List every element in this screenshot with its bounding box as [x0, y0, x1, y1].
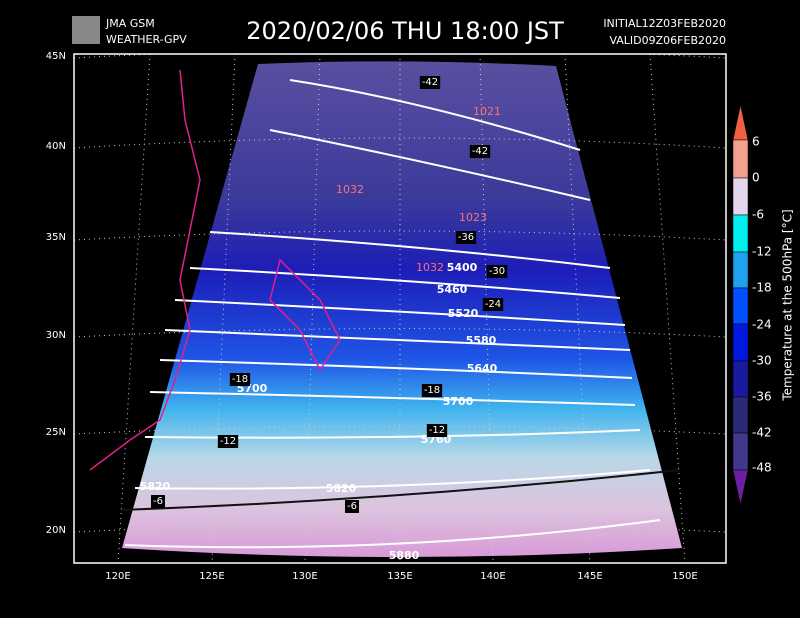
- lon-label: 125E: [199, 571, 224, 582]
- lon-label: 130E: [292, 571, 317, 582]
- temp-label-box: [455, 231, 477, 244]
- logo-line: JMA GSM: [105, 17, 155, 30]
- logo-line: WEATHER-GPV: [106, 33, 187, 46]
- map-frame: [73, 53, 727, 564]
- height-label: 5640: [467, 362, 498, 375]
- height-label: 5460: [437, 283, 468, 296]
- temp-label: -18: [232, 374, 248, 385]
- temp-label: -24: [485, 299, 501, 310]
- pressure-label: 1032: [336, 183, 364, 196]
- temp-label-box: [469, 145, 491, 158]
- title: 2020/02/06 THU 18:00 JST: [246, 17, 564, 45]
- temp-label-box: [421, 384, 443, 397]
- height-label: 5820: [140, 480, 171, 493]
- lat-label: 40N: [46, 141, 66, 152]
- colorbar-title: Temperature at the 500hPa [°C]: [781, 209, 795, 401]
- colorbar-tick: -6: [752, 208, 764, 222]
- height-label: 5700: [443, 395, 474, 408]
- colorbar-tick: -18: [752, 281, 772, 295]
- colorbar-tick: -36: [752, 390, 772, 404]
- colorbar-tick: -12: [752, 245, 772, 259]
- temp-label-box: [426, 424, 448, 437]
- height-label: 5580: [466, 334, 497, 347]
- temp-label-box: [419, 76, 441, 89]
- height-label: 5400: [447, 261, 478, 274]
- temp-label: -36: [458, 232, 474, 243]
- map-area: [74, 54, 726, 563]
- lon-label: 120E: [105, 571, 130, 582]
- colorbar-tick: -24: [752, 318, 772, 332]
- temp-label-box: [217, 435, 239, 448]
- height-label: 5820: [326, 482, 357, 495]
- lon-label: 135E: [387, 571, 412, 582]
- lon-label: 145E: [577, 571, 602, 582]
- lat-label: 25N: [46, 427, 66, 438]
- valid-time: VALID09Z06FEB2020: [609, 34, 726, 47]
- temp-label-box: [482, 298, 504, 311]
- pressure-label: 1032: [416, 261, 444, 274]
- temp-label: -18: [424, 385, 440, 396]
- colorbar-tick: -42: [752, 426, 772, 440]
- temp-label: -42: [472, 146, 488, 157]
- temp-label-box: [151, 495, 165, 508]
- temp-label: -6: [153, 496, 163, 507]
- temp-label-box: [345, 500, 359, 513]
- temp-label: -30: [489, 266, 505, 277]
- temp-label: -6: [347, 501, 357, 512]
- height-label: 5520: [448, 307, 479, 320]
- height-contours: [124, 79, 661, 549]
- temperature-field: [122, 61, 682, 558]
- height-label: 5880: [389, 549, 420, 562]
- coastline: [269, 258, 341, 372]
- colorbar-tick: -48: [752, 461, 772, 475]
- temp-label: -12: [220, 436, 236, 447]
- pressure-label: 1023: [459, 211, 487, 224]
- lat-label: 30N: [46, 330, 66, 341]
- temp-label-box: [486, 265, 508, 278]
- lat-label: 35N: [46, 232, 66, 243]
- initial-time: INITIAL12Z03FEB2020: [603, 17, 726, 30]
- temp-label: -12: [429, 425, 445, 436]
- colorbar-tick: 0: [752, 171, 760, 185]
- lon-label: 150E: [672, 571, 697, 582]
- pressure-label: 1021: [473, 105, 501, 118]
- lat-label: 45N: [46, 51, 66, 62]
- colorbar-tick: 6: [752, 135, 760, 149]
- lon-label: 140E: [480, 571, 505, 582]
- colorbar: [732, 104, 749, 506]
- temp-label: -42: [422, 77, 438, 88]
- colorbar-tick: -30: [752, 354, 772, 368]
- logo: [72, 16, 100, 44]
- isotherm: [119, 469, 681, 511]
- temp-label-box: [229, 373, 251, 386]
- coastline: [89, 69, 201, 471]
- lat-label: 20N: [46, 525, 66, 536]
